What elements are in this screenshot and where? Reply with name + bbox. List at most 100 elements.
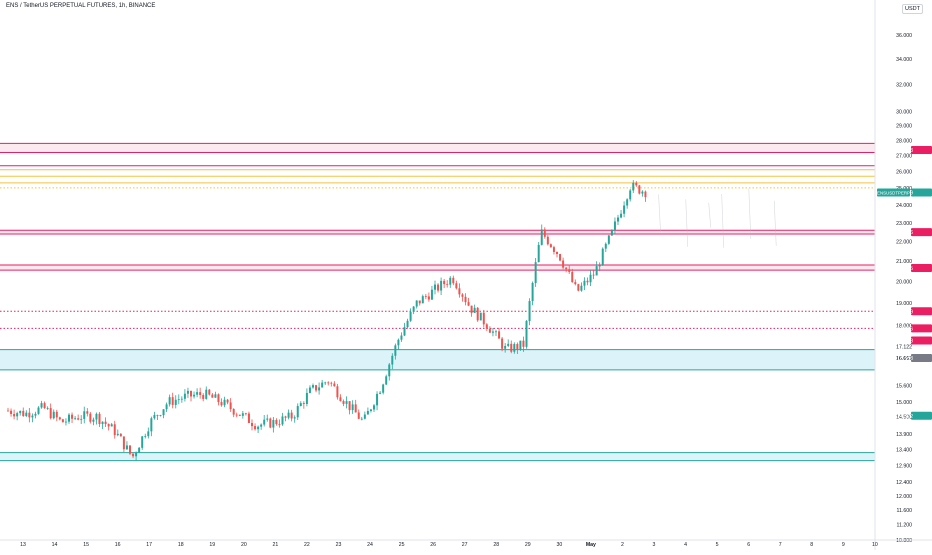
candle-body (617, 217, 619, 222)
candle-body (525, 321, 528, 347)
candle-body (238, 414, 241, 416)
y-tick-label: 18.000 (896, 324, 912, 330)
candle-body (202, 395, 205, 399)
candle-body (501, 338, 504, 349)
candle-body (22, 410, 25, 417)
candle-body (360, 418, 363, 420)
candle-body (626, 199, 629, 206)
candle-body (446, 284, 449, 285)
candle-body (406, 320, 409, 328)
candle-body (470, 305, 473, 313)
candle-body (495, 331, 497, 333)
candle-body (394, 345, 397, 356)
candle-body (235, 414, 238, 416)
candle-body (174, 399, 177, 405)
candle-body (95, 413, 98, 420)
y-tick-label: 21.000 (896, 259, 912, 265)
candle-body (223, 399, 226, 406)
candle-body (257, 426, 260, 430)
candle-body (366, 411, 369, 415)
candle-body (74, 418, 77, 420)
candle-body (516, 344, 519, 350)
candle-body (580, 285, 583, 291)
candle-body (58, 417, 61, 420)
candle-body (92, 419, 95, 422)
price-label-text: 16.668 (897, 356, 913, 362)
candle-body (159, 415, 162, 416)
x-tick-label: 4 (684, 542, 687, 548)
candle-body (144, 436, 147, 437)
candle-body (589, 274, 592, 283)
candle-body (168, 397, 171, 405)
y-tick-label: 17.122 (896, 345, 912, 351)
candle-body (583, 280, 586, 286)
x-tick-label: 27 (462, 542, 468, 548)
x-tick-label: 14 (52, 542, 58, 548)
candle-body (327, 382, 330, 384)
price-label-text: 27.363 (897, 148, 913, 154)
candle-body (476, 307, 479, 321)
candle-body (275, 419, 278, 425)
candle-body (601, 248, 604, 266)
candle-body (610, 229, 613, 236)
candle-body (540, 229, 543, 245)
candle-body (34, 413, 37, 416)
candle-body (632, 182, 635, 191)
candle-body (46, 408, 49, 409)
candle-body (418, 300, 421, 304)
candle-body (397, 339, 400, 346)
candle-body (437, 284, 440, 291)
candle-body (324, 382, 327, 384)
candle-body (135, 452, 138, 457)
price-label-text: 17.886 (897, 326, 913, 332)
candle-body (77, 418, 80, 420)
y-tick-label: 22.000 (896, 239, 912, 245)
projection-wick (658, 194, 661, 233)
candle-body (241, 413, 244, 416)
price-label-box (911, 336, 932, 345)
candle-body (31, 415, 34, 418)
candle-body (522, 340, 525, 347)
y-tick-label: 24.000 (896, 203, 912, 209)
candle-body (556, 251, 558, 255)
candle-body (80, 418, 83, 420)
candle-body (513, 344, 516, 352)
y-tick-label: 15.600 (896, 384, 912, 390)
currency-button[interactable]: USDT (902, 4, 923, 14)
y-tick-label: 34.000 (896, 57, 912, 63)
candle-body (220, 402, 223, 406)
candle-body (107, 424, 110, 427)
candle-body (498, 331, 501, 339)
candle-body (28, 412, 31, 418)
zone-0 (0, 143, 875, 153)
symbol-label-box (877, 188, 910, 197)
candle-body (132, 453, 135, 457)
candle-body (427, 296, 430, 300)
candle-body (552, 247, 555, 252)
candle-body (464, 296, 467, 303)
candle-body (290, 412, 293, 419)
candle-body (61, 419, 64, 423)
candle-body (25, 412, 28, 417)
candle-body (64, 421, 67, 423)
candle-body (449, 277, 452, 285)
x-tick-label: 18 (178, 542, 184, 548)
candle-body (272, 419, 275, 428)
price-label-text: 18.629 (897, 309, 913, 315)
candle-body (193, 394, 196, 397)
candle-body (592, 274, 595, 276)
candle-body (251, 423, 253, 427)
candle-body (385, 376, 388, 385)
price-label-text: 14.522 (897, 414, 913, 420)
candle-body (40, 403, 43, 408)
x-tick-label: 8 (810, 542, 813, 548)
candle-body (415, 300, 418, 307)
candle-body (430, 289, 433, 300)
x-tick-label: 9 (842, 542, 845, 548)
candle-body (345, 401, 348, 404)
candle-body (52, 411, 55, 419)
candle-body (129, 445, 131, 454)
candle-body (196, 392, 199, 395)
